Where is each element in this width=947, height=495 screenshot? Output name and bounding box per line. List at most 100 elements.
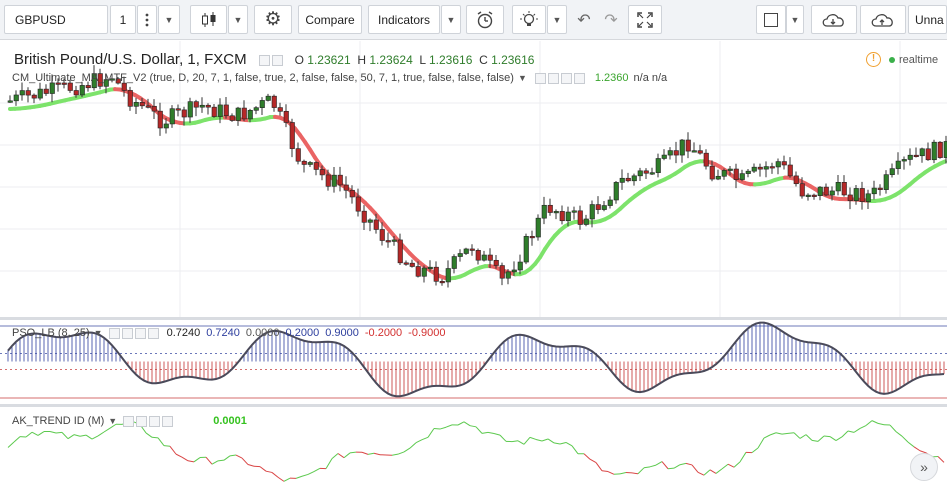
close-icon[interactable] (147, 327, 159, 339)
candle-body (907, 154, 913, 160)
undo-button[interactable]: ↶ (570, 5, 598, 34)
trend-line-segment (847, 430, 855, 433)
interval-dropdown-button[interactable]: ▼ (158, 5, 180, 34)
candle-body (589, 204, 595, 220)
chevron-down-icon[interactable]: ▼ (93, 328, 103, 338)
trend-line-segment (439, 426, 447, 430)
trend-line-segment (67, 434, 75, 440)
candle-body (733, 168, 739, 180)
trend-line-segment (313, 467, 321, 472)
load-chart-button[interactable] (811, 5, 857, 34)
chevron-down-icon[interactable]: ▼ (108, 416, 118, 426)
indicators-dropdown[interactable]: ▼ (441, 5, 461, 34)
chart-area[interactable]: British Pound/U.S. Dollar, 1, FXCM O 1.2… (0, 41, 947, 495)
save-chart-button[interactable] (860, 5, 906, 34)
hide-icon[interactable] (258, 54, 270, 66)
settings-icon[interactable] (547, 72, 559, 84)
candle-body (859, 188, 865, 202)
top-toolbar: GBPUSD 1 ▼ ▼ ⚙ Compare Indicators ▼ (0, 0, 947, 40)
trend-line-segment (799, 434, 807, 439)
scroll-to-realtime-button[interactable]: » (910, 453, 938, 481)
candle-body (247, 110, 253, 120)
trend-line-segment (247, 464, 255, 467)
candle-body (841, 182, 847, 196)
candle-body (661, 154, 667, 159)
settings-icon[interactable] (136, 415, 148, 427)
trend-line-segment (25, 431, 33, 438)
pane-separator[interactable] (0, 404, 947, 407)
pane-separator[interactable] (0, 317, 947, 320)
candle-body (103, 79, 109, 87)
settings-icon[interactable] (121, 327, 133, 339)
candle-body (937, 141, 943, 158)
hide-icon[interactable] (123, 415, 135, 427)
ideas-dropdown[interactable]: ▼ (547, 5, 567, 34)
candle-body (337, 174, 343, 186)
chevron-down-icon[interactable]: ▼ (517, 73, 527, 83)
candle-body (649, 172, 655, 175)
candle-body (163, 123, 169, 129)
trend-line-segment (829, 436, 837, 441)
trend-line-segment (661, 461, 669, 470)
indicators-button[interactable]: Indicators (368, 5, 440, 34)
layout-name-button[interactable]: Unna (908, 5, 947, 34)
trend-line-segment (757, 437, 765, 449)
trend-line-segment (49, 430, 57, 434)
trend-line-segment (655, 461, 663, 466)
hide-icon[interactable] (534, 72, 546, 84)
alert-button[interactable] (466, 5, 504, 34)
candle-body (535, 217, 541, 238)
interval-label: 1 (119, 12, 127, 27)
candle-body (871, 187, 877, 195)
candle-body (529, 236, 535, 239)
settings-button[interactable]: ⚙ (254, 5, 292, 34)
candle-body (817, 186, 823, 196)
ideas-button[interactable] (512, 5, 546, 34)
chart-style-dropdown[interactable]: ▼ (228, 5, 248, 34)
trend-line-segment (607, 471, 615, 475)
interval-button[interactable]: 1 (110, 5, 136, 34)
chart-canvas[interactable] (0, 41, 947, 495)
trend-line-segment (277, 476, 285, 482)
layout-dropdown[interactable]: ▼ (786, 5, 804, 34)
settings-icon[interactable] (271, 54, 283, 66)
add-icon[interactable] (134, 327, 146, 339)
trend-line-segment (151, 436, 159, 439)
chart-style-button[interactable] (190, 5, 227, 34)
candle-body (805, 194, 811, 197)
fullscreen-button[interactable] (628, 5, 662, 34)
symbol-search-input[interactable]: GBPUSD (4, 5, 108, 34)
trend-line-segment (403, 447, 411, 453)
trend-line-segment (619, 472, 627, 475)
candle-body (481, 254, 487, 261)
candle-body (409, 262, 415, 267)
trend-line-segment (739, 452, 747, 463)
candle-body (475, 250, 481, 261)
redo-button[interactable]: ↷ (598, 5, 624, 34)
compare-button[interactable]: Compare (298, 5, 362, 34)
warning-icon[interactable]: ! (866, 52, 881, 67)
trend-line-segment (667, 467, 675, 470)
close-icon[interactable] (573, 72, 585, 84)
alarm-clock-icon (477, 10, 493, 28)
candle-body (295, 148, 301, 162)
candle-body (643, 170, 649, 174)
close-icon[interactable] (162, 415, 174, 427)
add-icon[interactable] (560, 72, 572, 84)
trend-line-segment (727, 463, 735, 468)
candle-body (79, 85, 85, 96)
candle-body (487, 254, 493, 261)
trend-line-segment (481, 431, 489, 434)
add-icon[interactable] (149, 415, 161, 427)
pso-value: 0.0000 (245, 327, 280, 339)
candle-body (901, 159, 907, 162)
trend-line-segment (535, 438, 543, 442)
lightbulb-icon (520, 10, 538, 26)
candle-body (715, 175, 721, 180)
trend-line-segment (229, 454, 237, 457)
more-options-icon[interactable] (137, 5, 157, 34)
hide-icon[interactable] (108, 327, 120, 339)
candle-body (301, 160, 307, 165)
candle-body (541, 204, 547, 219)
layout-button[interactable] (756, 5, 786, 34)
